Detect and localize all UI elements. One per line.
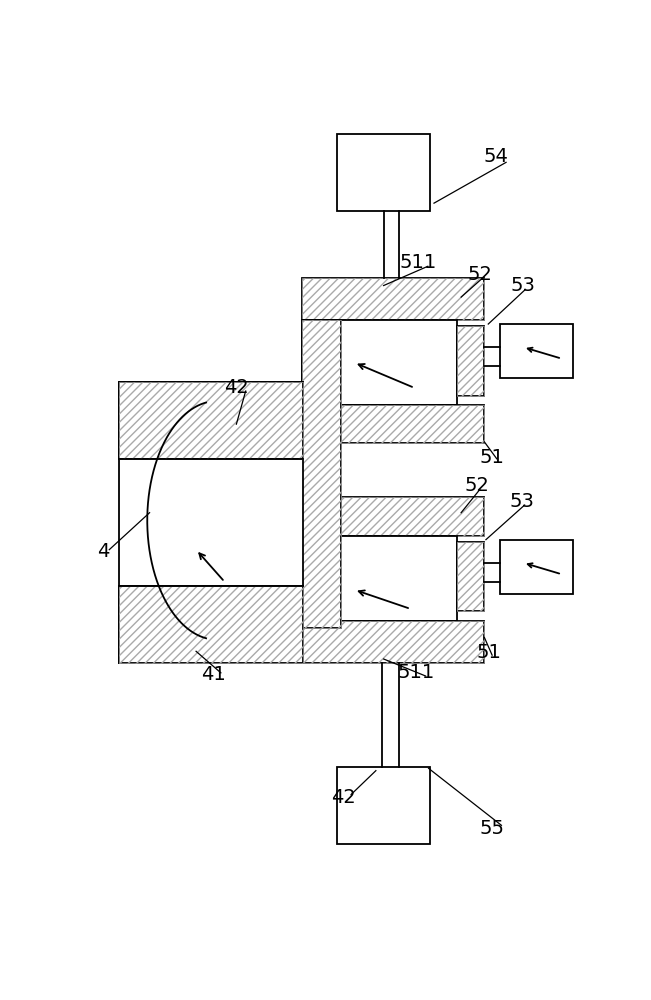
Bar xyxy=(118,382,303,459)
Text: 55: 55 xyxy=(480,819,505,838)
Bar xyxy=(457,326,484,396)
Bar xyxy=(337,134,430,211)
Text: 52: 52 xyxy=(464,476,489,495)
Text: 42: 42 xyxy=(224,378,249,397)
Text: 511: 511 xyxy=(400,253,437,272)
Text: 4: 4 xyxy=(97,542,109,561)
Text: 51: 51 xyxy=(477,643,501,662)
Bar xyxy=(302,620,484,663)
Bar xyxy=(302,278,484,320)
Bar xyxy=(302,320,341,628)
Bar xyxy=(302,497,484,536)
Bar xyxy=(457,326,484,396)
Text: 511: 511 xyxy=(398,663,435,682)
Bar xyxy=(302,405,484,443)
Text: 54: 54 xyxy=(484,147,508,166)
Bar xyxy=(302,620,484,663)
Text: 53: 53 xyxy=(509,492,534,511)
Bar xyxy=(302,536,457,620)
Bar xyxy=(118,382,303,459)
Text: 52: 52 xyxy=(467,264,492,284)
Bar xyxy=(302,320,341,628)
Bar xyxy=(302,320,457,405)
Bar xyxy=(457,542,484,611)
Bar xyxy=(337,767,430,844)
Bar xyxy=(302,405,484,443)
Bar xyxy=(302,497,484,536)
Text: 42: 42 xyxy=(331,788,355,807)
Bar xyxy=(118,382,303,663)
Text: 41: 41 xyxy=(201,665,225,684)
Bar xyxy=(118,586,303,663)
Text: 51: 51 xyxy=(480,448,505,467)
Bar xyxy=(118,586,303,663)
Text: 53: 53 xyxy=(510,276,536,295)
Bar xyxy=(302,278,484,320)
Bar xyxy=(457,542,484,611)
Bar xyxy=(500,540,574,594)
Bar xyxy=(500,324,574,378)
